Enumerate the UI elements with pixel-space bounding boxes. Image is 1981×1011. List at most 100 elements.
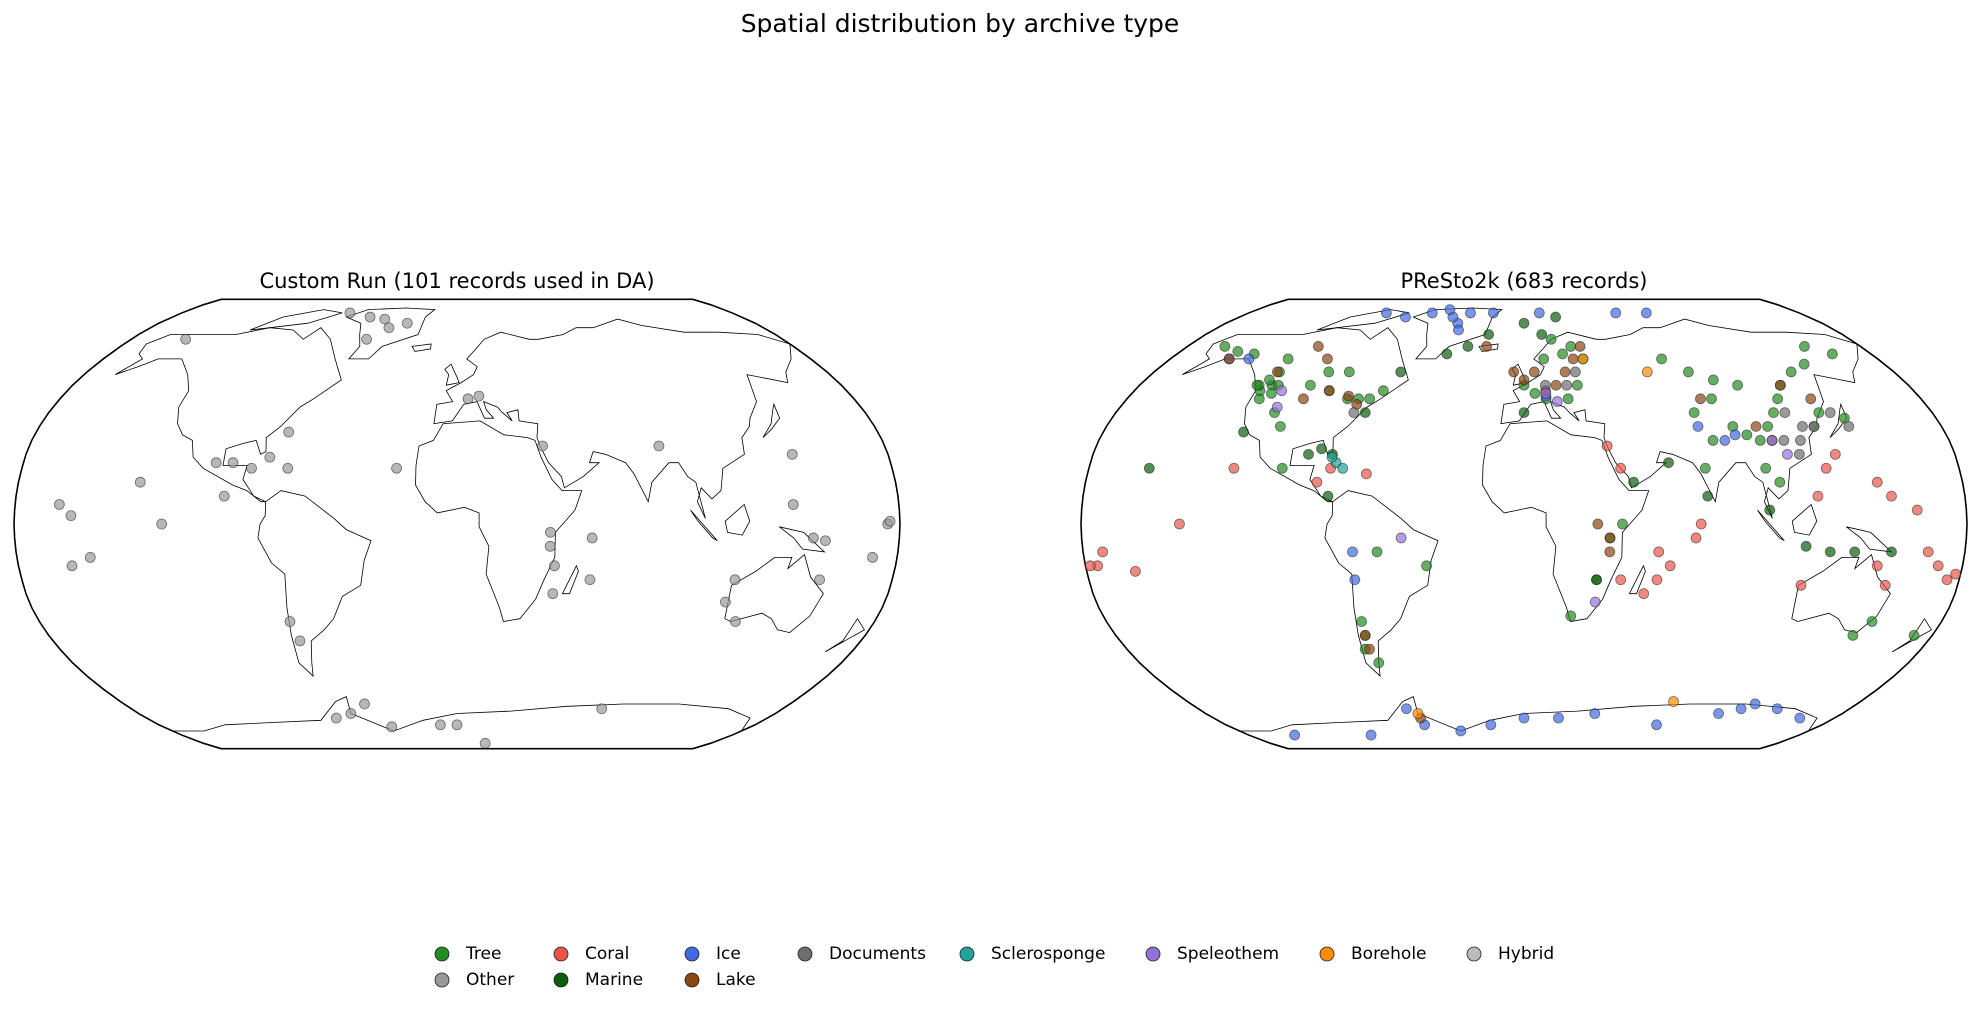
record-point	[1871, 476, 1883, 488]
record-point	[156, 518, 168, 530]
record-point	[1799, 341, 1810, 352]
legend-label: Sclerosponge	[991, 944, 1105, 964]
record-point	[1282, 353, 1294, 365]
coastline	[724, 503, 751, 536]
record-point	[1349, 574, 1361, 586]
record-point	[547, 588, 559, 600]
record-point	[1444, 304, 1456, 316]
record-point	[1779, 407, 1791, 419]
coastline	[1500, 318, 1859, 519]
record-point	[1663, 457, 1674, 469]
record-point	[1533, 307, 1545, 319]
record-point	[1782, 448, 1793, 460]
record-point	[1223, 353, 1235, 365]
map-title: Custom Run (101 records used in DA)	[259, 269, 654, 293]
record-point	[814, 574, 825, 586]
record-point	[1886, 490, 1897, 502]
record-point	[1668, 696, 1679, 707]
record-point	[1518, 374, 1530, 386]
record-point	[1591, 574, 1602, 586]
legend-marker	[553, 946, 569, 962]
map-title: PReSto2k (683 records)	[1400, 269, 1647, 293]
record-point	[1562, 393, 1574, 405]
legend-label: Lake	[716, 970, 756, 990]
coastline	[1628, 564, 1646, 595]
record-point	[1754, 435, 1766, 446]
record-point	[1911, 504, 1923, 516]
record-point	[1481, 341, 1493, 352]
record-point	[1797, 421, 1808, 432]
record-point	[1638, 588, 1650, 600]
record-point	[1323, 385, 1335, 397]
coastline	[249, 309, 343, 331]
record-point	[1441, 348, 1453, 360]
record-point	[1610, 307, 1622, 319]
record-point	[1084, 560, 1096, 572]
record-point	[1664, 560, 1676, 572]
legend-label: Other	[466, 970, 514, 990]
record-point	[1794, 712, 1806, 724]
record-point	[1364, 643, 1376, 655]
legend-marker	[1466, 946, 1482, 962]
coastline	[444, 363, 460, 386]
record-point	[1908, 629, 1920, 641]
record-point	[1719, 435, 1731, 446]
legend-marker	[797, 946, 813, 962]
record-point	[1426, 307, 1438, 319]
record-point	[549, 560, 560, 572]
record-point	[1538, 353, 1550, 365]
coastline	[411, 343, 432, 352]
record-point	[1343, 366, 1355, 378]
record-point	[1729, 429, 1741, 441]
record-point	[359, 698, 370, 710]
map-frame	[13, 298, 901, 750]
coastline	[415, 420, 583, 622]
record-point	[1601, 440, 1613, 452]
record-point	[1143, 462, 1155, 474]
record-point	[1276, 462, 1288, 474]
record-point	[1843, 421, 1855, 432]
record-point	[1706, 393, 1717, 405]
record-point	[807, 532, 819, 544]
record-point	[1713, 708, 1724, 719]
record-point	[820, 535, 831, 547]
record-point	[1243, 353, 1255, 365]
record-point	[1518, 317, 1530, 329]
record-point	[1485, 719, 1497, 731]
record-point	[1774, 379, 1786, 391]
record-point	[1551, 396, 1563, 407]
coastline	[1316, 309, 1410, 331]
record-point	[1348, 407, 1360, 419]
legend-label: Documents	[829, 944, 926, 964]
record-point	[53, 499, 65, 510]
record-point	[1778, 435, 1790, 446]
record-point	[1271, 401, 1283, 413]
record-point	[435, 719, 446, 731]
record-point	[264, 451, 276, 463]
record-point	[1871, 560, 1883, 572]
record-point	[1771, 703, 1783, 715]
record-point	[1615, 574, 1627, 586]
record-point	[1656, 353, 1667, 365]
record-point	[1617, 518, 1628, 530]
record-point	[1343, 390, 1355, 402]
record-point	[1768, 407, 1779, 419]
record-point	[1528, 366, 1540, 378]
legend-label: Hybrid	[1498, 944, 1554, 964]
record-point	[1886, 546, 1897, 558]
record-point	[1545, 333, 1557, 345]
record-point	[1941, 574, 1953, 586]
record-point	[218, 490, 230, 502]
legend-label: Coral	[585, 944, 629, 964]
record-point	[1559, 366, 1571, 378]
record-point	[386, 721, 398, 733]
record-point	[1322, 490, 1334, 502]
record-point	[1561, 379, 1573, 391]
record-point	[451, 719, 463, 731]
map-frame	[1080, 298, 1968, 750]
record-point	[1702, 490, 1714, 502]
figure-title: Spatial distribution by archive type	[741, 9, 1180, 38]
record-point	[1574, 341, 1586, 352]
legend-label: Speleothem	[1177, 944, 1279, 964]
